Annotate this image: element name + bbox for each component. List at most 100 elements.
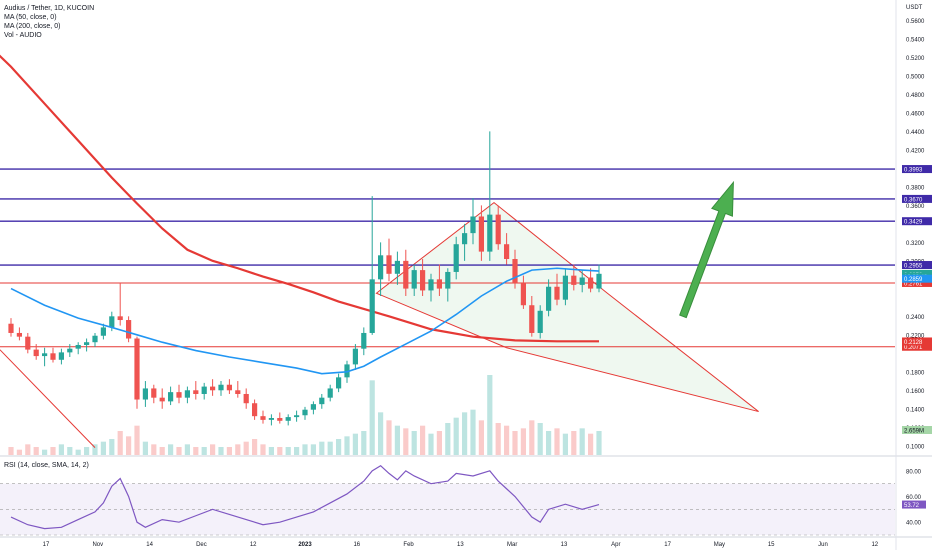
- candle-body: [562, 275, 568, 300]
- price-tick-label: 0.4800: [906, 93, 925, 99]
- volume-bar: [302, 444, 308, 455]
- volume-tag-label: 2.659M: [904, 429, 924, 435]
- time-tick-label: 16: [353, 542, 360, 548]
- candle-body: [100, 327, 106, 336]
- volume-bar: [436, 431, 442, 455]
- candle-body: [596, 273, 602, 289]
- candle-body: [571, 275, 577, 285]
- candle-body: [260, 416, 266, 420]
- candle-body: [50, 353, 56, 360]
- candle-body: [294, 415, 300, 418]
- level-price-label: 0.2955: [904, 264, 923, 270]
- volume-bar: [596, 431, 602, 455]
- level-price-tag: [902, 278, 932, 287]
- candle-body: [470, 216, 476, 234]
- candle-body: [361, 332, 367, 349]
- candle-body: [210, 386, 216, 391]
- price-tick-label: 0.4600: [906, 111, 925, 117]
- price-tick-label: 0.1000: [906, 444, 925, 450]
- candle-body: [369, 279, 375, 333]
- candle-body: [168, 392, 174, 402]
- candle-body: [42, 353, 48, 357]
- volume-bar: [176, 447, 182, 455]
- time-tick-label: 2023: [298, 542, 312, 548]
- volume-bar: [327, 441, 333, 455]
- price-tick-label: 0.5000: [906, 74, 925, 80]
- volume-bar: [58, 444, 64, 455]
- time-tick-label: Dec: [196, 542, 207, 548]
- volume-bar: [117, 431, 123, 455]
- candle-body: [512, 259, 518, 284]
- candle-body: [378, 255, 384, 280]
- price-tick-label: 0.5200: [906, 56, 925, 62]
- candle-body: [159, 397, 165, 402]
- candle-body: [411, 270, 417, 289]
- price-tick-label: 0.3600: [906, 204, 925, 210]
- time-tick-label: 13: [457, 542, 464, 548]
- candle-body: [487, 214, 493, 252]
- candle-body: [109, 316, 115, 328]
- chart-legend: Audius / Tether, 1D, KUCOIN MA (50, clos…: [4, 4, 94, 40]
- candle-body: [546, 286, 552, 311]
- ma50-legend: MA (50, close, 0): [4, 14, 57, 21]
- price-tick-label: 0.1400: [906, 407, 925, 413]
- time-tick-label: 12: [871, 542, 878, 548]
- candle-body: [126, 320, 132, 339]
- volume-bar: [361, 431, 367, 455]
- candle-body: [302, 409, 308, 416]
- volume-bar: [562, 433, 568, 455]
- volume-bar: [277, 447, 283, 455]
- volume-bar: [50, 447, 56, 455]
- candle-body: [462, 233, 468, 245]
- volume-bar: [134, 425, 140, 455]
- candle-body: [193, 390, 199, 394]
- volume-bar: [218, 447, 224, 455]
- volume-tag: [902, 426, 932, 434]
- level-price-tag: [902, 217, 932, 226]
- candle-body: [478, 216, 484, 252]
- candle-body: [277, 418, 283, 421]
- price-tick-label: 0.2200: [906, 333, 925, 339]
- volume-bar: [520, 428, 526, 455]
- candle-body: [420, 270, 426, 291]
- candle-body: [285, 417, 291, 421]
- volume-bar: [16, 449, 22, 455]
- time-tick-label: Mar: [507, 542, 517, 548]
- level-price-label: 0.2071: [904, 345, 923, 351]
- candle-body: [344, 364, 350, 378]
- time-tick-label: 17: [664, 542, 671, 548]
- volume-legend: Vol - AUDIO: [4, 32, 42, 39]
- candle-body: [310, 404, 316, 410]
- volume-bar: [235, 444, 241, 455]
- volume-bar: [378, 412, 384, 455]
- candle-body: [428, 279, 434, 291]
- price-tag-label: 0.2128: [904, 340, 923, 346]
- candle-body: [243, 393, 249, 404]
- candle-body: [226, 384, 232, 391]
- candle-body: [67, 348, 73, 353]
- volume-bar: [33, 447, 39, 455]
- volume-bar: [336, 439, 342, 455]
- volume-bar: [462, 412, 468, 455]
- time-tick-label: 15: [768, 542, 775, 548]
- time-tick-label: Nov: [92, 542, 103, 548]
- candle-body: [176, 392, 182, 398]
- candle-body: [33, 349, 39, 357]
- level-price-tag: [902, 261, 932, 270]
- time-tick-label: 17: [43, 542, 50, 548]
- volume-bar: [184, 444, 190, 455]
- price-tick-label: 0.2400: [906, 315, 925, 321]
- rsi-legend: RSI (14, close, SMA, 14, 2): [4, 462, 89, 469]
- candle-body: [117, 316, 123, 321]
- candle-body: [554, 286, 560, 300]
- volume-bar: [352, 433, 358, 455]
- candle-body: [403, 260, 409, 289]
- volume-bar: [487, 375, 493, 455]
- candle-body: [352, 348, 358, 365]
- candle-body: [252, 403, 258, 417]
- time-tick-label: Jun: [818, 542, 828, 548]
- candle-body: [529, 305, 535, 333]
- volume-bar: [310, 444, 316, 455]
- volume-bar: [67, 447, 73, 455]
